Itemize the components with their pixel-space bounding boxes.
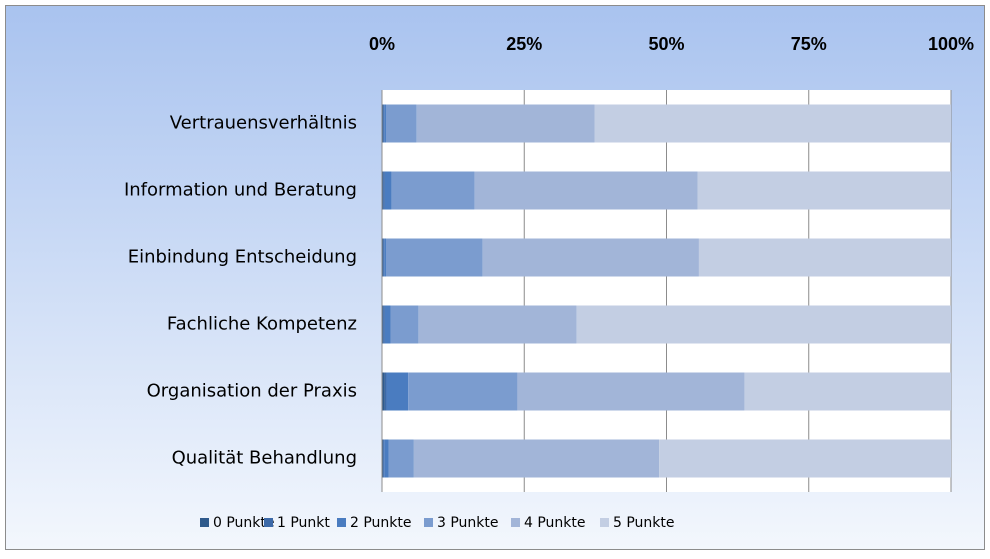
legend-label: 5 Punkte bbox=[613, 515, 675, 531]
bar-segment bbox=[391, 171, 475, 210]
legend-swatch bbox=[264, 518, 273, 527]
bar-segment bbox=[390, 305, 419, 344]
bar-segment bbox=[383, 439, 385, 478]
bar-segment bbox=[697, 171, 951, 210]
x-tick-label: 50% bbox=[648, 34, 684, 54]
bar-segment bbox=[659, 439, 951, 478]
bar-segment bbox=[384, 238, 386, 277]
x-tick-label: 100% bbox=[928, 34, 974, 54]
legend-label: 0 Punkte bbox=[213, 515, 275, 531]
bar-segment bbox=[482, 238, 699, 277]
bar-segment bbox=[413, 439, 660, 478]
bar-segment bbox=[383, 104, 385, 143]
bar-segment bbox=[594, 104, 951, 143]
category-label: Einbindung Entscheidung bbox=[128, 247, 357, 268]
bar-segment bbox=[408, 372, 518, 411]
bar-segment bbox=[382, 372, 385, 411]
x-tick-label: 25% bbox=[506, 34, 542, 54]
legend-swatch bbox=[337, 518, 346, 527]
category-label: Vertrauensverhältnis bbox=[170, 113, 357, 134]
bar-segment bbox=[382, 238, 384, 277]
category-label: Information und Beratung bbox=[124, 180, 357, 201]
x-tick-label: 75% bbox=[791, 34, 827, 54]
bar-segment bbox=[382, 104, 384, 143]
legend-swatch bbox=[600, 518, 609, 527]
category-label: Fachliche Kompetenz bbox=[167, 314, 357, 335]
bar-segment bbox=[416, 104, 595, 143]
bar-segment bbox=[385, 238, 483, 277]
bar-segment bbox=[384, 439, 389, 478]
bar-segment bbox=[418, 305, 577, 344]
legend-swatch bbox=[424, 518, 433, 527]
bar-segment bbox=[576, 305, 951, 344]
bar-segment bbox=[386, 372, 409, 411]
bar-segment bbox=[382, 171, 384, 210]
bar-segment bbox=[385, 104, 417, 143]
bar-segment bbox=[383, 171, 385, 210]
legend-label: 4 Punkte bbox=[524, 515, 586, 531]
bar-segment bbox=[744, 372, 951, 411]
bar-segment bbox=[388, 439, 414, 478]
category-label: Qualität Behandlung bbox=[172, 448, 357, 469]
bar-segment bbox=[382, 439, 384, 478]
bar-segment bbox=[383, 305, 385, 344]
bar-segment bbox=[384, 372, 387, 411]
x-tick-label: 0% bbox=[369, 34, 395, 54]
legend-label: 1 Punkt bbox=[277, 515, 330, 531]
bar-segment bbox=[384, 104, 386, 143]
legend-label: 3 Punkte bbox=[437, 515, 499, 531]
bar-segment bbox=[698, 238, 951, 277]
bar-segment bbox=[383, 238, 385, 277]
bar-segment bbox=[384, 305, 391, 344]
bar-segment bbox=[384, 171, 392, 210]
legend-label: 2 Punkte bbox=[350, 515, 412, 531]
legend-swatch bbox=[511, 518, 520, 527]
category-label: Organisation der Praxis bbox=[147, 381, 357, 402]
bar-segment bbox=[517, 372, 745, 411]
bar-segment bbox=[382, 305, 384, 344]
bar-segment bbox=[474, 171, 698, 210]
legend-swatch bbox=[200, 518, 209, 527]
